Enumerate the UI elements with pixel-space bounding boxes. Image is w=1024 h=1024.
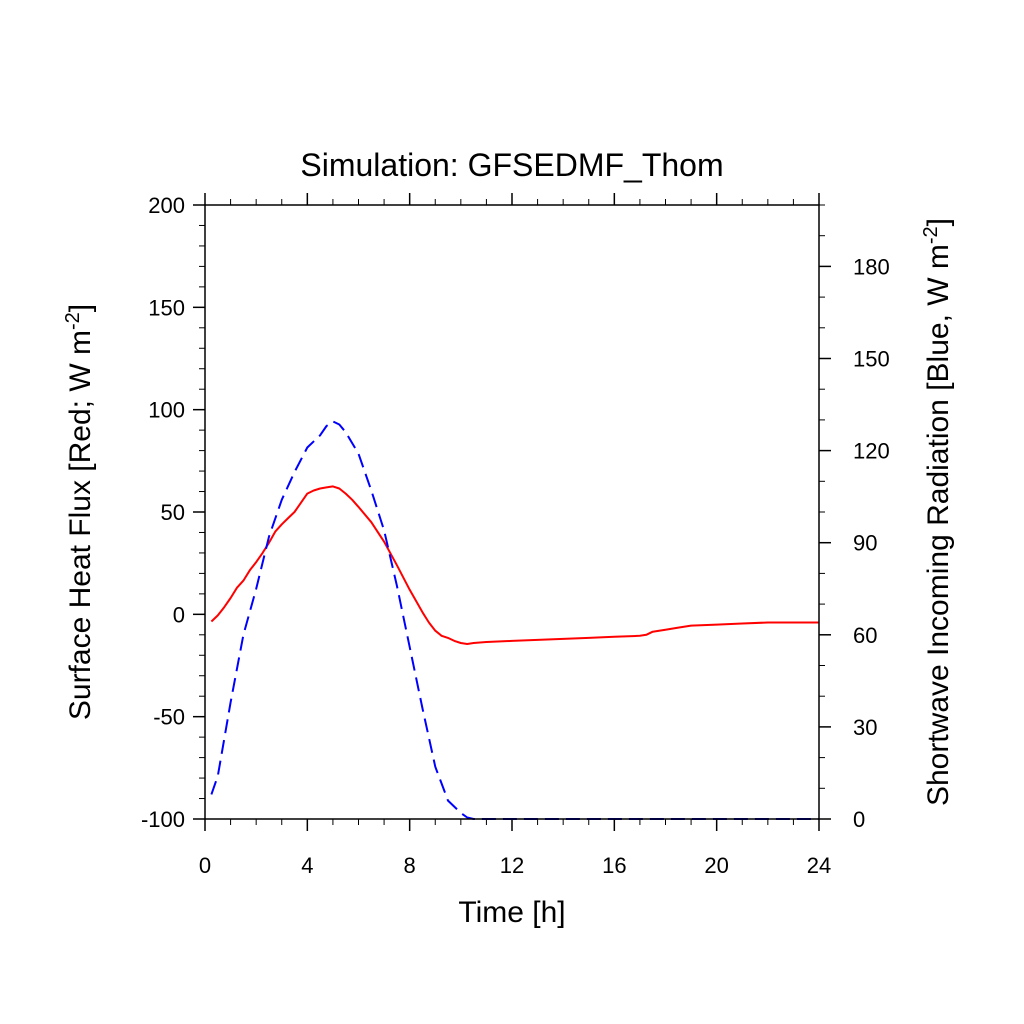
x-tick-label: 12 (500, 853, 524, 878)
y-right-tick-label: 90 (853, 531, 877, 556)
series-line-surface-heat-flux (210, 485, 819, 645)
y-right-tick-label: 60 (853, 623, 877, 648)
y-axis-left-title-suffix: ] (64, 304, 97, 312)
x-axis-title: Time [h] (458, 896, 565, 929)
y-right-tick-label: 150 (853, 347, 890, 372)
y-right-tick-label: 180 (853, 254, 890, 279)
y-axis-left-title: Surface Heat Flux [Red; W m-2] (62, 304, 97, 720)
x-tick-label: 16 (602, 853, 626, 878)
y-left-tick-label: 0 (173, 602, 185, 627)
y-axis-right-title-base: Shortwave Incoming Radiation [Blue, W m (922, 244, 955, 806)
y-left-tick-label: 50 (161, 500, 185, 525)
y-left-tick-label: 150 (148, 295, 185, 320)
y-right-tick-label: 120 (853, 439, 890, 464)
x-tick-label: 4 (301, 853, 313, 878)
plot-area: 0 4 8 12 16 20 24 -100 -50 0 50 100 150 200 0 30 60 90 120… (141, 193, 890, 878)
y-axis-right-title: Shortwave Incoming Radiation [Blue, W m-… (920, 218, 955, 806)
y-right-tick-label: 30 (853, 715, 877, 740)
x-tick-label: 0 (199, 853, 211, 878)
chart-title: Simulation: GFSEDMF_Thom (300, 147, 723, 183)
x-tick-label: 24 (807, 853, 831, 878)
y-left-tick-label: 200 (148, 193, 185, 218)
x-tick-label: 20 (704, 853, 728, 878)
x-tick-label: 8 (404, 853, 416, 878)
y-left-tick-label: -50 (153, 705, 185, 730)
y-left-tick-label: 100 (148, 398, 185, 423)
y-axis-left-title-base: Surface Heat Flux [Red; W m (64, 330, 97, 720)
y-axis-right-title-sup: -2 (920, 226, 942, 244)
y-right-tick-label: 0 (853, 807, 865, 832)
y-axis-left-title-sup: -2 (62, 312, 84, 330)
y-left-tick-label: -100 (141, 807, 185, 832)
y-axis-right-title-suffix: ] (922, 218, 955, 226)
